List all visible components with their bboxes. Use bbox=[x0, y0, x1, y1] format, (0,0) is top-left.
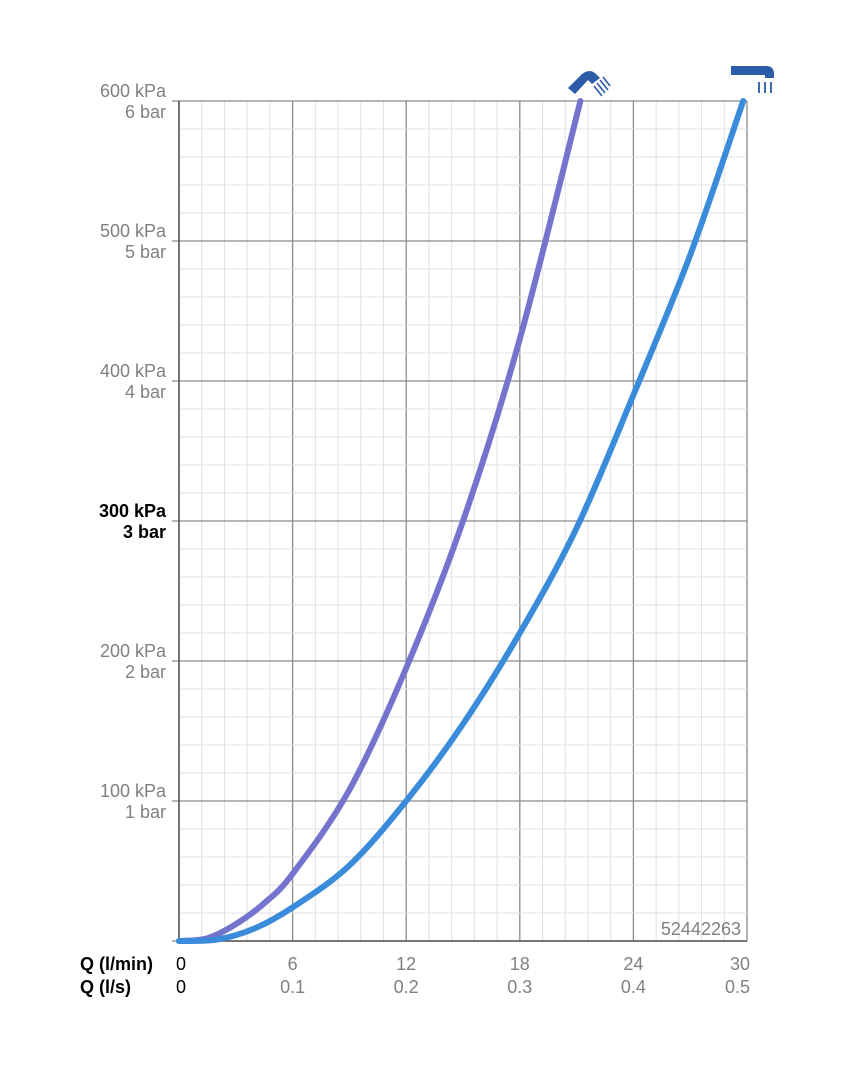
x-tick-label-ls: 0.4 bbox=[621, 977, 646, 997]
y-tick-label-bar: 2 bar bbox=[125, 662, 166, 682]
overhead-shower-icon bbox=[731, 66, 774, 93]
x-tick-label-ls: 0.2 bbox=[394, 977, 419, 997]
series-line-hand-shower bbox=[176, 98, 584, 944]
x-tick-label-lmin: 6 bbox=[288, 954, 298, 974]
x-tick-label-ls: 0.1 bbox=[280, 977, 305, 997]
hand-shower-icon bbox=[568, 71, 611, 97]
x-tick-label-ls: 0.3 bbox=[507, 977, 532, 997]
y-tick-label-kpa: 200 kPa bbox=[100, 641, 167, 661]
x-tick-label-lmin: 18 bbox=[510, 954, 530, 974]
curves bbox=[176, 98, 747, 945]
y-tick-label-bar: 6 bar bbox=[125, 102, 166, 122]
y-tick-label-bar: 4 bar bbox=[125, 382, 166, 402]
x-axis-labels: 0 0 6 0.1 12 0.2 18 0.3 24 0.4 30 0.5 bbox=[176, 954, 750, 997]
x-axis-title-ls: Q (l/s) bbox=[80, 977, 131, 997]
x-tick-label-lmin: 24 bbox=[623, 954, 643, 974]
y-tick-label-bar: 5 bar bbox=[125, 242, 166, 262]
grid bbox=[172, 100, 748, 942]
y-tick-label-kpa: 500 kPa bbox=[100, 221, 167, 241]
y-tick-label-kpa: 400 kPa bbox=[100, 361, 167, 381]
x-axis-title-lmin: Q (l/min) bbox=[80, 954, 153, 974]
x-tick-label-ls: 0 bbox=[176, 977, 186, 997]
x-tick-label-lmin: 12 bbox=[396, 954, 416, 974]
product-code: 52442263 bbox=[661, 919, 741, 939]
y-tick-label-bar: 1 bar bbox=[125, 802, 166, 822]
y-tick-label-kpa: 100 kPa bbox=[100, 781, 167, 801]
x-tick-label-ls: 0.5 bbox=[725, 977, 750, 997]
x-tick-label-lmin: 0 bbox=[176, 954, 186, 974]
y-tick-label-bar: 3 bar bbox=[123, 522, 166, 542]
x-tick-label-lmin: 30 bbox=[730, 954, 750, 974]
series-line-overhead-shower bbox=[176, 98, 747, 945]
y-tick-label-kpa: 300 kPa bbox=[99, 501, 167, 521]
y-tick-label-kpa: 600 kPa bbox=[100, 81, 167, 101]
